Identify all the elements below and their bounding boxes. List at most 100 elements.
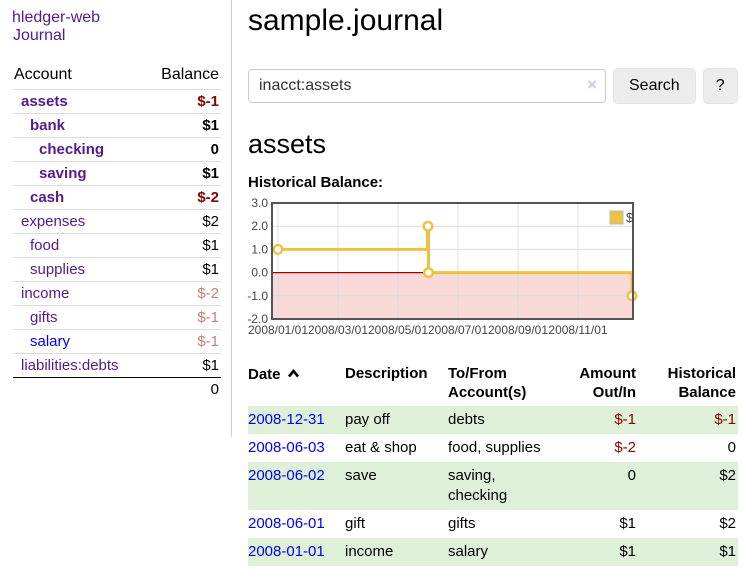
svg-text:2.0: 2.0 (251, 219, 268, 233)
transaction-amount: $-1 (614, 411, 636, 428)
sidebar-account-supplies[interactable]: supplies (30, 261, 86, 278)
svg-text:2008/03/01: 2008/03/01 (308, 323, 368, 337)
svg-text:3.0: 3.0 (251, 196, 268, 210)
account-row: expenses $2 (13, 209, 221, 234)
sidebar: hledger-web Journal Account Balance asse… (0, 0, 232, 437)
search-input[interactable] (248, 69, 606, 103)
account-heading: assets (248, 129, 327, 159)
transaction-balance: $2 (719, 515, 736, 532)
account-balance: $-1 (144, 305, 221, 330)
svg-text:2008/11/01: 2008/11/01 (548, 323, 607, 337)
accounts-header-account: Account (13, 63, 145, 90)
account-balance: $1 (144, 353, 221, 378)
account-balance: $1 (144, 257, 221, 282)
account-row: bank $1 (13, 113, 221, 138)
sidebar-account-gifts[interactable]: gifts (30, 309, 58, 326)
chart-legend: $ (609, 210, 634, 225)
svg-text:1.0: 1.0 (251, 242, 268, 256)
register-row: 2008-12-31 pay off debts $-1 $-1 (248, 406, 738, 434)
clear-search-icon[interactable]: × (587, 75, 597, 94)
transaction-date-link[interactable]: 2008-06-01 (248, 515, 325, 532)
account-balance: $-2 (144, 185, 221, 210)
account-row: food $1 (13, 233, 221, 258)
accounts-total-value: 0 (144, 377, 221, 401)
chart-title: Historical Balance: (248, 174, 384, 191)
account-row: assets $-1 (13, 89, 221, 114)
account-row: cash $-2 (13, 185, 221, 210)
transaction-amount: $1 (619, 515, 636, 532)
transaction-accounts: debts (448, 411, 485, 428)
search-button[interactable]: Search (613, 68, 696, 104)
account-balance: $-2 (144, 281, 221, 306)
transaction-accounts: saving, checking (448, 467, 508, 504)
historical-balance-chart: $ 3.0 2.0 1.0 0.0 -1.0 -2.0 2008/01/01 2… (247, 196, 638, 337)
account-balance: 0 (144, 137, 221, 162)
transaction-balance: $-1 (714, 411, 736, 428)
sidebar-account-food[interactable]: food (30, 237, 60, 254)
svg-text:2008/01/01: 2008/01/01 (248, 323, 308, 337)
chart-x-axis-labels: 2008/01/01 2008/03/01 2008/05/01 2008/07… (248, 323, 608, 337)
accounts-header-balance: Balance (144, 63, 221, 90)
date-header-label: Date (248, 366, 281, 383)
account-row: income $-2 (13, 281, 221, 306)
search-form: × Search ? (248, 68, 738, 104)
transaction-description: income (345, 543, 394, 560)
account-row: liabilities:debts $1 (13, 353, 221, 378)
account-balance: $1 (144, 233, 221, 258)
legend-label: $ (626, 210, 634, 225)
legend-swatch-icon (609, 210, 624, 225)
sidebar-account-cash[interactable]: cash (30, 189, 65, 206)
transaction-date-link[interactable]: 2008-01-01 (248, 543, 325, 560)
transaction-date-link[interactable]: 2008-06-03 (248, 439, 325, 456)
register-table: Date Description To/From Account(s) Amou… (248, 362, 738, 566)
register-header-balance: Historical Balance (667, 365, 736, 401)
sort-ascending-icon (287, 364, 300, 383)
sidebar-account-income[interactable]: income (21, 285, 70, 302)
svg-text:2008/09/01: 2008/09/01 (488, 323, 548, 337)
main-content: sample.journal × Search ? assets Histori… (247, 0, 738, 566)
transaction-amount: 0 (627, 467, 636, 484)
sidebar-account-salary[interactable]: salary (30, 333, 71, 350)
svg-text:-2.0: -2.0 (247, 312, 268, 326)
transaction-accounts: food, supplies (448, 439, 541, 456)
register-header-amount: Amount Out/In (579, 365, 636, 401)
transaction-amount: $1 (619, 543, 636, 560)
page-title: sample.journal (248, 4, 444, 37)
account-row: checking 0 (13, 137, 221, 162)
account-balance: $1 (144, 161, 221, 186)
register-header-description: Description (345, 365, 428, 382)
sidebar-account-saving[interactable]: saving (39, 165, 87, 182)
transaction-description: save (345, 467, 377, 484)
svg-text:0.0: 0.0 (251, 266, 268, 280)
transaction-accounts: salary (448, 543, 489, 560)
sidebar-account-expenses[interactable]: expenses (21, 213, 86, 230)
account-balance: $1 (144, 113, 221, 138)
register-header-date[interactable]: Date (248, 362, 345, 406)
account-row: gifts $-1 (13, 305, 221, 330)
transaction-balance: $1 (719, 543, 736, 560)
account-row: salary $-1 (13, 329, 221, 354)
help-button[interactable]: ? (702, 68, 738, 104)
account-balance: $-1 (144, 329, 221, 354)
transaction-date-link[interactable]: 2008-12-31 (248, 411, 325, 428)
sidebar-account-liabilities-debts[interactable]: liabilities:debts (21, 357, 119, 374)
transaction-description: eat & shop (345, 439, 417, 456)
app-title-link[interactable]: hledger-web (12, 9, 101, 26)
svg-text:-1.0: -1.0 (247, 289, 268, 303)
account-balance: $2 (144, 209, 221, 234)
transaction-amount: $-2 (614, 439, 636, 456)
register-header-accounts: To/From Account(s) (448, 365, 527, 401)
transaction-description: gift (345, 515, 366, 532)
transaction-balance: $2 (719, 467, 736, 484)
svg-text:2008/05/01: 2008/05/01 (368, 323, 428, 337)
sidebar-account-assets[interactable]: assets (21, 93, 68, 110)
sidebar-account-checking[interactable]: checking (39, 141, 105, 158)
sidebar-account-bank[interactable]: bank (30, 117, 66, 134)
account-row: saving $1 (13, 161, 221, 186)
transaction-date-link[interactable]: 2008-06-02 (248, 467, 325, 484)
svg-text:2008/07/01: 2008/07/01 (428, 323, 488, 337)
register-row: 2008-06-03 eat & shop food, supplies $-2… (248, 434, 738, 462)
accounts-table: Account Balance assets $-1 bank $1 check… (13, 63, 221, 401)
sidebar-item-journal[interactable]: Journal (13, 27, 66, 44)
register-row: 2008-06-01 gift gifts $1 $2 (248, 510, 738, 538)
